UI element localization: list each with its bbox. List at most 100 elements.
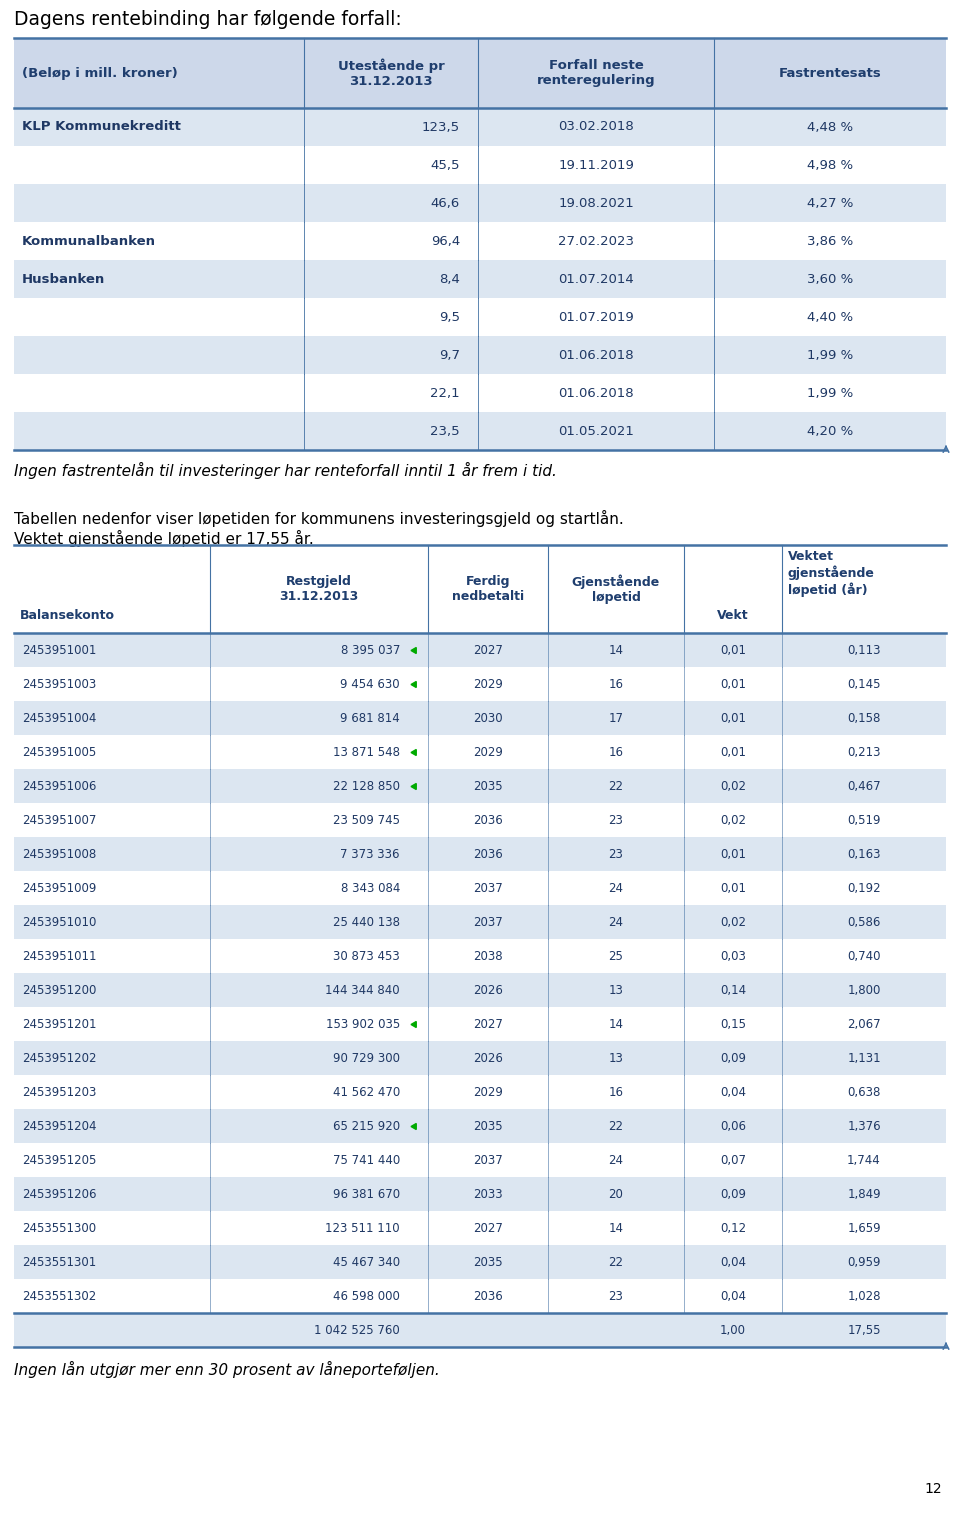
Text: 30 873 453: 30 873 453 xyxy=(333,949,400,963)
Bar xyxy=(14,939,946,974)
Text: Gjenstående
løpetid: Gjenstående løpetid xyxy=(572,574,660,604)
Text: 22: 22 xyxy=(609,780,623,792)
Text: 13: 13 xyxy=(609,984,623,996)
Text: 2035: 2035 xyxy=(473,1119,503,1132)
Text: 23 509 745: 23 509 745 xyxy=(333,813,400,827)
Text: 2033: 2033 xyxy=(473,1187,503,1201)
Text: 0,03: 0,03 xyxy=(720,949,746,963)
Text: 01.06.2018: 01.06.2018 xyxy=(558,348,634,362)
Text: 1,00: 1,00 xyxy=(720,1323,746,1337)
Text: 16: 16 xyxy=(609,677,623,690)
Bar xyxy=(14,260,946,298)
Text: 2453951008: 2453951008 xyxy=(22,848,96,860)
Text: Fastrentesats: Fastrentesats xyxy=(779,67,881,80)
Bar xyxy=(14,374,946,412)
Text: 45 467 340: 45 467 340 xyxy=(333,1255,400,1269)
Text: 19.11.2019: 19.11.2019 xyxy=(558,159,634,171)
Bar xyxy=(14,734,946,769)
Text: 2027: 2027 xyxy=(473,1017,503,1031)
Text: 17,55: 17,55 xyxy=(848,1323,880,1337)
Text: 23,5: 23,5 xyxy=(430,424,460,438)
Bar xyxy=(14,837,946,871)
Bar xyxy=(14,185,946,223)
Text: 8,4: 8,4 xyxy=(439,273,460,286)
Text: 2029: 2029 xyxy=(473,745,503,759)
Bar xyxy=(14,1143,946,1176)
Text: Ingen lån utgjør mer enn 30 prosent av låneporteføljen.: Ingen lån utgjør mer enn 30 prosent av l… xyxy=(14,1361,440,1378)
Text: 2027: 2027 xyxy=(473,643,503,657)
Text: 01.05.2021: 01.05.2021 xyxy=(558,424,634,438)
Text: 4,27 %: 4,27 % xyxy=(806,197,853,209)
Text: 13: 13 xyxy=(609,1052,623,1064)
Text: 9,5: 9,5 xyxy=(439,310,460,324)
Text: 3,86 %: 3,86 % xyxy=(806,235,853,247)
Text: 2453951205: 2453951205 xyxy=(22,1154,96,1166)
Text: 153 902 035: 153 902 035 xyxy=(325,1017,400,1031)
Text: 144 344 840: 144 344 840 xyxy=(325,984,400,996)
Text: 0,06: 0,06 xyxy=(720,1119,746,1132)
Text: 16: 16 xyxy=(609,745,623,759)
Text: 1,800: 1,800 xyxy=(848,984,880,996)
Text: 24: 24 xyxy=(609,916,623,928)
Text: 65 215 920: 65 215 920 xyxy=(333,1119,400,1132)
Text: 7 373 336: 7 373 336 xyxy=(341,848,400,860)
Text: 2453951206: 2453951206 xyxy=(22,1187,97,1201)
Text: 19.08.2021: 19.08.2021 xyxy=(558,197,634,209)
Text: 2035: 2035 xyxy=(473,780,503,792)
Text: Ferdig
nedbetalti: Ferdig nedbetalti xyxy=(452,575,524,603)
Text: 0,02: 0,02 xyxy=(720,813,746,827)
Text: 2027: 2027 xyxy=(473,1222,503,1234)
Text: 8 395 037: 8 395 037 xyxy=(341,643,400,657)
Bar xyxy=(14,1176,946,1211)
Text: 2453551302: 2453551302 xyxy=(22,1290,96,1302)
Text: 27.02.2023: 27.02.2023 xyxy=(558,235,634,247)
Text: 23: 23 xyxy=(609,1290,623,1302)
Text: 2038: 2038 xyxy=(473,949,503,963)
Text: 0,01: 0,01 xyxy=(720,643,746,657)
Text: 2453951203: 2453951203 xyxy=(22,1086,96,1099)
Text: 2026: 2026 xyxy=(473,1052,503,1064)
Text: 1 042 525 760: 1 042 525 760 xyxy=(314,1323,400,1337)
Text: 2453551300: 2453551300 xyxy=(22,1222,96,1234)
Text: 2029: 2029 xyxy=(473,1086,503,1099)
Bar xyxy=(14,905,946,939)
Bar xyxy=(14,336,946,374)
Text: 2453951010: 2453951010 xyxy=(22,916,96,928)
Bar xyxy=(14,1211,946,1245)
Text: 2030: 2030 xyxy=(473,712,503,725)
Text: Dagens rentebinding har følgende forfall:: Dagens rentebinding har følgende forfall… xyxy=(14,11,401,29)
Text: 1,744: 1,744 xyxy=(847,1154,881,1166)
Text: Vekt: Vekt xyxy=(717,610,749,622)
Bar xyxy=(14,1007,946,1042)
Bar xyxy=(14,145,946,185)
Text: 0,01: 0,01 xyxy=(720,677,746,690)
Text: 25 440 138: 25 440 138 xyxy=(333,916,400,928)
Text: 9,7: 9,7 xyxy=(439,348,460,362)
Text: 2037: 2037 xyxy=(473,916,503,928)
Text: 4,20 %: 4,20 % xyxy=(806,424,853,438)
Bar xyxy=(14,1245,946,1279)
Text: 2029: 2029 xyxy=(473,677,503,690)
Text: 9 681 814: 9 681 814 xyxy=(340,712,400,725)
Text: 23: 23 xyxy=(609,813,623,827)
Text: 1,849: 1,849 xyxy=(847,1187,881,1201)
Text: 0,192: 0,192 xyxy=(847,881,881,895)
Text: 2453951005: 2453951005 xyxy=(22,745,96,759)
Text: 0,04: 0,04 xyxy=(720,1086,746,1099)
Text: 0,163: 0,163 xyxy=(848,848,880,860)
Text: Vektet
gjenstående
løpetid (år): Vektet gjenstående løpetid (år) xyxy=(788,550,875,597)
Bar xyxy=(14,1313,946,1347)
Bar xyxy=(14,1075,946,1108)
Text: 2036: 2036 xyxy=(473,813,503,827)
Text: 2036: 2036 xyxy=(473,1290,503,1302)
Text: 75 741 440: 75 741 440 xyxy=(333,1154,400,1166)
Text: 0,12: 0,12 xyxy=(720,1222,746,1234)
Bar xyxy=(14,107,946,145)
Text: 22,1: 22,1 xyxy=(430,386,460,400)
Text: 96,4: 96,4 xyxy=(431,235,460,247)
Bar xyxy=(14,871,946,905)
Text: 2035: 2035 xyxy=(473,1255,503,1269)
Text: 0,02: 0,02 xyxy=(720,780,746,792)
Text: Husbanken: Husbanken xyxy=(22,273,106,286)
Text: 2453551301: 2453551301 xyxy=(22,1255,96,1269)
